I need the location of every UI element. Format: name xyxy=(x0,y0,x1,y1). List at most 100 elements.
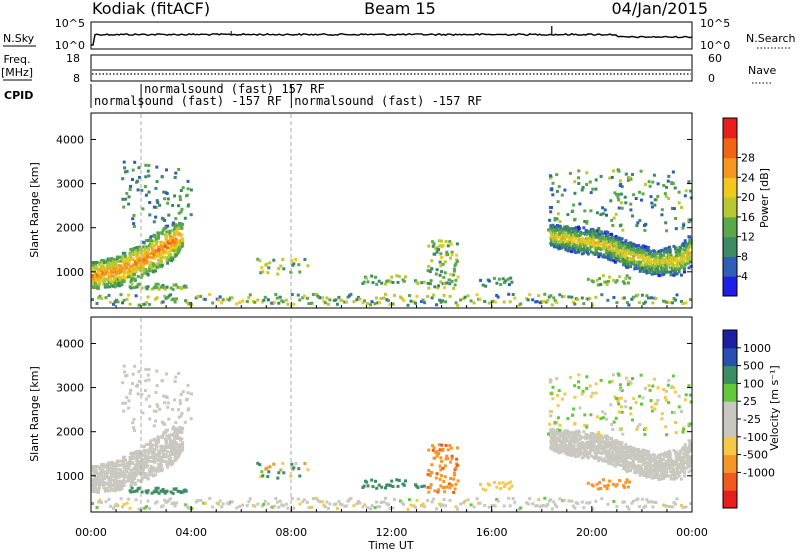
power-cell xyxy=(630,297,634,301)
power-cell xyxy=(663,262,667,266)
velocity-cell xyxy=(281,461,285,465)
power-cell xyxy=(145,287,149,291)
velocity-cell xyxy=(118,471,121,475)
velocity-cell xyxy=(196,499,200,503)
power-cell xyxy=(636,293,640,297)
velocity-colorbar-tick: 500 xyxy=(743,360,764,373)
velocity-cell xyxy=(115,459,119,463)
power-cell xyxy=(634,197,638,200)
power-cell xyxy=(664,194,668,198)
power-cell xyxy=(148,255,152,259)
power-cell xyxy=(586,252,590,256)
power-cell xyxy=(184,299,188,303)
power-cell xyxy=(571,241,574,245)
velocity-cell xyxy=(528,497,532,501)
power-cell xyxy=(617,169,621,173)
power-cell xyxy=(161,246,165,250)
power-cell xyxy=(121,256,125,260)
power-cell xyxy=(648,184,652,188)
velocity-cell xyxy=(627,507,631,511)
power-cell xyxy=(617,206,621,210)
velocity-cell xyxy=(454,505,458,509)
velocity-cell xyxy=(132,417,136,421)
velocity-cell xyxy=(91,487,94,491)
power-cell xyxy=(628,276,632,280)
velocity-cell xyxy=(689,460,692,464)
power-cell xyxy=(487,301,491,305)
power-cell xyxy=(443,271,447,275)
velocity-cell xyxy=(638,458,642,462)
power-cell xyxy=(131,168,135,172)
velocity-cell xyxy=(171,491,175,495)
power-cell xyxy=(686,247,690,251)
velocity-cell xyxy=(686,458,689,462)
power-cell xyxy=(607,253,611,257)
power-cell xyxy=(615,193,619,197)
power-cell xyxy=(374,275,377,279)
velocity-cell xyxy=(579,446,583,450)
power-cell xyxy=(268,261,272,265)
power-cell xyxy=(662,184,666,187)
power-cell xyxy=(433,285,437,289)
power-cell xyxy=(551,234,555,238)
power-cell xyxy=(678,249,682,253)
power-cell xyxy=(132,222,136,226)
velocity-cell xyxy=(144,379,148,383)
power-cell xyxy=(121,197,125,201)
power-cell xyxy=(688,235,692,239)
power-cell xyxy=(158,203,162,207)
power-cell xyxy=(154,186,158,190)
power-cell xyxy=(662,254,665,257)
power-cell xyxy=(130,250,134,254)
velocity-cell xyxy=(166,405,170,409)
velocity-cell xyxy=(450,454,454,458)
power-cell xyxy=(644,183,647,186)
power-cell xyxy=(665,300,668,304)
power-cell xyxy=(190,303,194,306)
power-cell xyxy=(277,301,281,305)
power-cell xyxy=(579,245,583,249)
velocity-cell xyxy=(441,466,445,470)
velocity-cell xyxy=(610,422,614,426)
velocity-cell xyxy=(435,450,439,454)
velocity-cell xyxy=(644,387,647,390)
velocity-cell xyxy=(365,480,369,484)
velocity-cell xyxy=(124,458,128,462)
power-cell xyxy=(658,258,662,262)
power-cell xyxy=(186,187,190,191)
velocity-cell xyxy=(566,430,570,434)
velocity-cell xyxy=(620,389,624,393)
velocity-cell xyxy=(583,453,587,457)
velocity-cell xyxy=(682,456,686,460)
velocity-cell xyxy=(567,435,571,439)
power-cell xyxy=(432,293,436,297)
velocity-cell xyxy=(558,424,562,428)
velocity-cell xyxy=(592,445,596,448)
power-colorbar-cell xyxy=(723,236,737,257)
velocity-cell xyxy=(555,393,559,397)
velocity-cell xyxy=(149,464,153,468)
velocity-cell xyxy=(594,499,598,503)
velocity-cell xyxy=(479,482,483,486)
power-cell xyxy=(361,301,365,305)
power-cell xyxy=(507,283,511,287)
power-cell xyxy=(160,240,164,244)
power-cell xyxy=(608,242,612,246)
power-cell xyxy=(555,173,559,177)
power-cell xyxy=(125,297,129,301)
power-cell xyxy=(448,240,452,244)
power-cell xyxy=(172,297,176,301)
power-cell xyxy=(175,239,179,243)
velocity-cell xyxy=(344,504,348,508)
velocity-cell xyxy=(595,438,599,442)
power-cell xyxy=(146,295,150,299)
power-cell xyxy=(156,200,160,204)
power-cell xyxy=(621,228,625,232)
power-cell xyxy=(585,221,589,225)
freq-tick-top: 18 xyxy=(66,52,80,65)
power-cell xyxy=(99,275,103,279)
power-cell xyxy=(123,166,127,170)
velocity-cell xyxy=(172,453,176,457)
velocity-cell xyxy=(91,502,94,506)
velocity-cell xyxy=(666,463,670,467)
